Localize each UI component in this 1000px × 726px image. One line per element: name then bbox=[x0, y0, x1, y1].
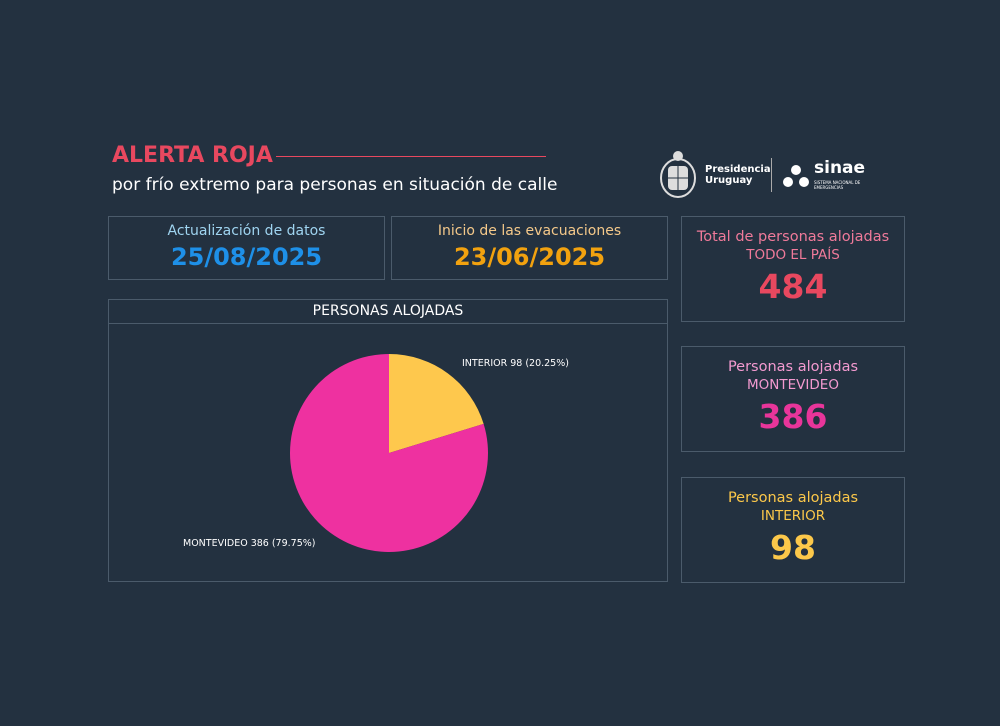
kpi-total-value: 484 bbox=[758, 267, 828, 306]
kpi-interior-value: 98 bbox=[770, 528, 816, 567]
kpi-interior-card: Personas alojadas INTERIOR 98 bbox=[681, 477, 905, 583]
update-date-card: Actualización de datos 25/08/2025 bbox=[108, 216, 385, 280]
evacuation-start-label: Inicio de las evacuaciones bbox=[437, 223, 622, 239]
kpi-montevideo-value: 386 bbox=[758, 397, 828, 436]
kpi-interior-sub: INTERIOR bbox=[760, 508, 826, 524]
update-date-label: Actualización de datos bbox=[167, 223, 326, 239]
alert-title: ALERTA ROJA bbox=[112, 143, 273, 168]
title-divider bbox=[276, 156, 546, 157]
uruguay-coat-of-arms-logo bbox=[656, 148, 700, 200]
logo-divider bbox=[771, 158, 772, 192]
slice-label-montevideo: MONTEVIDEO 386 (79.75%) bbox=[183, 538, 316, 549]
sinae-logo-text: sinae bbox=[814, 158, 866, 178]
evacuation-start-card: Inicio de las evacuaciones 23/06/2025 bbox=[391, 216, 668, 280]
kpi-montevideo-label: Personas alojadas bbox=[727, 359, 859, 375]
kpi-montevideo-sub: MONTEVIDEO bbox=[747, 377, 839, 393]
chart-title: PERSONAS ALOJADAS bbox=[109, 300, 667, 324]
kpi-interior-label: Personas alojadas bbox=[727, 490, 859, 506]
pie-chart bbox=[290, 354, 488, 552]
kpi-total-card: Total de personas alojadas TODO EL PAÍS … bbox=[681, 216, 905, 322]
kpi-total-label: Total de personas alojadas bbox=[696, 229, 890, 245]
pie-chart-panel: PERSONAS ALOJADAS INTERIOR 98 (20.25%) M… bbox=[108, 299, 668, 582]
sinae-logo-subtext: SISTEMA NACIONAL DE EMERGENCIAS bbox=[814, 180, 861, 190]
sinae-icon bbox=[782, 162, 810, 194]
pie-slice-interior[interactable] bbox=[389, 354, 484, 453]
presidencia-logo-text: Presidencia Uruguay bbox=[705, 164, 771, 186]
kpi-total-sub: TODO EL PAÍS bbox=[746, 247, 840, 263]
pie-slice-montevideo[interactable] bbox=[290, 354, 488, 552]
slice-label-interior: INTERIOR 98 (20.25%) bbox=[462, 358, 569, 369]
alert-subtitle: por frío extremo para personas en situac… bbox=[112, 175, 558, 195]
evacuation-start-value: 23/06/2025 bbox=[453, 243, 606, 271]
update-date-value: 25/08/2025 bbox=[170, 243, 323, 271]
kpi-montevideo-card: Personas alojadas MONTEVIDEO 386 bbox=[681, 346, 905, 452]
